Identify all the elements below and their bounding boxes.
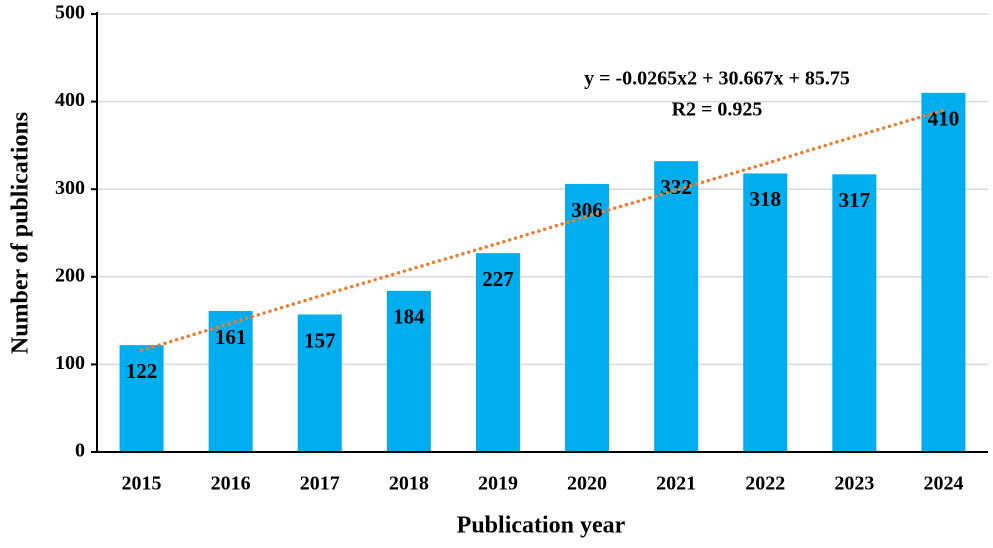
- bar: [475, 253, 520, 452]
- x-axis-title: Publication year: [457, 513, 626, 539]
- x-tick-label: 2019: [478, 473, 518, 495]
- bar: [743, 173, 788, 452]
- data-label: 332: [660, 175, 692, 199]
- x-tick-label: 2022: [745, 473, 785, 495]
- bar: [832, 174, 877, 453]
- trend-r2: R2 = 0.925: [672, 99, 763, 121]
- bar: [654, 161, 699, 452]
- y-tick-label: 400: [55, 89, 85, 111]
- y-axis-title: Number of publications: [8, 112, 34, 354]
- y-tick-label: 200: [55, 264, 85, 286]
- trend-equation: y = -0.0265x2 + 30.667x + 85.75: [584, 68, 850, 90]
- data-label: 318: [750, 187, 782, 211]
- data-label: 317: [839, 188, 871, 212]
- data-label: 161: [215, 325, 247, 349]
- bar: [386, 290, 431, 452]
- x-tick-label: 2020: [567, 473, 607, 495]
- bar: [208, 310, 253, 452]
- bar: [297, 314, 342, 452]
- x-tick-label: 2021: [656, 473, 696, 495]
- x-tick-label: 2016: [211, 473, 251, 495]
- bar: [119, 345, 164, 452]
- data-label: 157: [304, 328, 336, 352]
- bar: [565, 183, 610, 452]
- data-label: 306: [571, 198, 603, 222]
- y-tick-label: 100: [55, 352, 85, 374]
- x-tick-label: 2018: [389, 473, 429, 495]
- y-tick-label: 300: [55, 177, 85, 199]
- x-tick-label: 2015: [122, 473, 162, 495]
- y-tick-label: 0: [75, 440, 85, 462]
- bar: [921, 92, 966, 452]
- data-label: 227: [482, 267, 514, 291]
- trendline: [139, 108, 946, 353]
- x-tick-label: 2023: [834, 473, 874, 495]
- data-label: 184: [393, 305, 425, 329]
- data-label: 122: [126, 359, 158, 383]
- y-tick-label: 500: [55, 2, 85, 24]
- x-tick-label: 2024: [923, 473, 963, 495]
- x-tick-label: 2017: [300, 473, 340, 495]
